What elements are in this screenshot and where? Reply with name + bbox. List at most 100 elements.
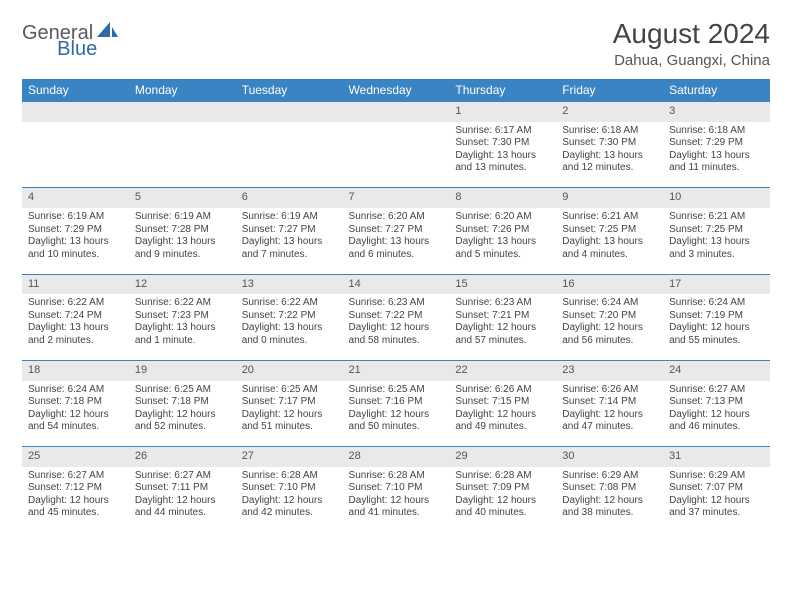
day-info-row: Sunrise: 6:17 AMSunset: 7:30 PM Daylight:… [22,122,770,188]
sunset-text: Sunset: 7:28 PM [135,224,230,237]
day-number-cell: 5 [129,188,236,208]
sunset-text: Sunset: 7:13 PM [669,396,764,409]
day-number-cell [22,102,129,122]
day-number-cell: 15 [449,274,556,294]
daylight-text-2: and 41 minutes. [349,507,444,520]
weekday-header: Friday [556,79,663,102]
logo: General Blue [22,18,161,45]
day-info-cell: Sunrise: 6:21 AMSunset: 7:25 PMDaylight:… [556,208,663,274]
day-number-cell: 26 [129,447,236,467]
sunrise-text: Sunrise: 6:21 AM [562,211,657,224]
sunset-text: Sunset: 7:07 PM [669,482,764,495]
sunrise-text: Sunrise: 6:18 AM [669,125,764,138]
daylight-text-1: Daylight: 13 hours [455,236,550,249]
day-info-cell: Sunrise: 6:23 AMSunset: 7:22 PMDaylight:… [343,294,450,360]
daylight-text-1: Daylight: 12 hours [28,409,123,422]
day-info-row: Sunrise: 6:22 AMSunset: 7:24 PM Daylight:… [22,294,770,360]
logo-text-blue: Blue [57,38,97,61]
daylight-text-1: Daylight: 13 hours [669,236,764,249]
daylight-text-2: and 12 minutes. [562,162,657,175]
sunrise-text: Sunrise: 6:22 AM [28,297,123,310]
day-number-cell: 10 [663,188,770,208]
day-number-cell: 8 [449,188,556,208]
sunset-text: Sunset: 7:20 PM [562,310,657,323]
day-number-row: 25262728293031 [22,447,770,467]
sunset-text: Sunset: 7:27 PM [349,224,444,237]
daylight-text-2: and 5 minutes. [455,249,550,262]
daylight-text-2: and 10 minutes. [28,249,123,262]
day-info-cell: Sunrise: 6:18 AMSunset: 7:30 PMDaylight:… [556,122,663,188]
day-info-cell: Sunrise: 6:20 AMSunset: 7:26 PMDaylight:… [449,208,556,274]
day-number-cell: 23 [556,360,663,380]
daylight-text-1: Daylight: 12 hours [455,409,550,422]
daylight-text-1: Daylight: 12 hours [669,322,764,335]
daylight-text-2: and 51 minutes. [242,421,337,434]
sunset-text: Sunset: 7:11 PM [135,482,230,495]
day-info-cell: Sunrise: 6:22 AMSunset: 7:22 PMDaylight:… [236,294,343,360]
daylight-text-2: and 7 minutes. [242,249,337,262]
day-info-cell: Sunrise: 6:24 AMSunset: 7:20 PMDaylight:… [556,294,663,360]
daylight-text-2: and 13 minutes. [455,162,550,175]
day-number-cell [129,102,236,122]
sunrise-text: Sunrise: 6:26 AM [562,384,657,397]
sunset-text: Sunset: 7:08 PM [562,482,657,495]
day-number-cell: 3 [663,102,770,122]
day-info-cell: Sunrise: 6:28 AMSunset: 7:10 PMDaylight:… [343,467,450,533]
daylight-text-2: and 44 minutes. [135,507,230,520]
sunrise-text: Sunrise: 6:21 AM [669,211,764,224]
daylight-text-1: Daylight: 12 hours [349,409,444,422]
day-info-cell: Sunrise: 6:22 AMSunset: 7:23 PMDaylight:… [129,294,236,360]
daylight-text-1: Daylight: 12 hours [455,322,550,335]
day-number-cell: 21 [343,360,450,380]
sunset-text: Sunset: 7:25 PM [562,224,657,237]
sunset-text: Sunset: 7:26 PM [455,224,550,237]
day-info-cell: Sunrise: 6:26 AMSunset: 7:14 PMDaylight:… [556,381,663,447]
daylight-text-2: and 45 minutes. [28,507,123,520]
day-number-cell: 12 [129,274,236,294]
sunrise-text: Sunrise: 6:17 AM [455,125,550,138]
day-number-cell: 4 [22,188,129,208]
daylight-text-2: and 52 minutes. [135,421,230,434]
daylight-text-1: Daylight: 13 hours [669,150,764,163]
sunset-text: Sunset: 7:10 PM [349,482,444,495]
day-info-cell: Sunrise: 6:19 AMSunset: 7:27 PMDaylight:… [236,208,343,274]
day-number-row: 123 [22,102,770,122]
day-info-cell: Sunrise: 6:21 AMSunset: 7:25 PMDaylight:… [663,208,770,274]
logo-sail-icon [97,22,119,45]
day-info-cell: Sunrise: 6:23 AMSunset: 7:21 PMDaylight:… [449,294,556,360]
daylight-text-2: and 54 minutes. [28,421,123,434]
sunset-text: Sunset: 7:30 PM [455,137,550,150]
sunrise-text: Sunrise: 6:29 AM [562,470,657,483]
day-info-row: Sunrise: 6:24 AMSunset: 7:18 PMDaylight:… [22,381,770,447]
daylight-text-1: Daylight: 13 hours [242,322,337,335]
day-info-cell: Sunrise: 6:27 AMSunset: 7:11 PMDaylight:… [129,467,236,533]
daylight-text-2: and 2 minutes. [28,335,123,348]
daylight-text-1: Daylight: 13 hours [135,236,230,249]
weekday-header: Thursday [449,79,556,102]
sunrise-text: Sunrise: 6:26 AM [455,384,550,397]
daylight-text-2: and 40 minutes. [455,507,550,520]
day-number-cell: 18 [22,360,129,380]
daylight-text-1: Daylight: 13 hours [28,236,123,249]
day-number-cell: 31 [663,447,770,467]
day-info-cell: Sunrise: 6:18 AMSunset: 7:29 PMDaylight:… [663,122,770,188]
daylight-text-2: and 47 minutes. [562,421,657,434]
daylight-text-1: Daylight: 12 hours [455,495,550,508]
day-info-cell: Sunrise: 6:25 AMSunset: 7:18 PMDaylight:… [129,381,236,447]
sunrise-text: Sunrise: 6:18 AM [562,125,657,138]
sunset-text: Sunset: 7:25 PM [669,224,764,237]
daylight-text-2: and 11 minutes. [669,162,764,175]
sunset-text: Sunset: 7:15 PM [455,396,550,409]
day-info-cell: Sunrise: 6:27 AMSunset: 7:12 PMDaylight:… [22,467,129,533]
daylight-text-1: Daylight: 12 hours [562,322,657,335]
header: General Blue August 2024 Dahua, Guangxi,… [22,18,770,69]
weekday-header: Monday [129,79,236,102]
sunset-text: Sunset: 7:24 PM [28,310,123,323]
weekday-header: Saturday [663,79,770,102]
sunset-text: Sunset: 7:27 PM [242,224,337,237]
sunrise-text: Sunrise: 6:23 AM [455,297,550,310]
day-number-cell: 9 [556,188,663,208]
sunset-text: Sunset: 7:19 PM [669,310,764,323]
day-number-cell: 7 [343,188,450,208]
sunset-text: Sunset: 7:17 PM [242,396,337,409]
